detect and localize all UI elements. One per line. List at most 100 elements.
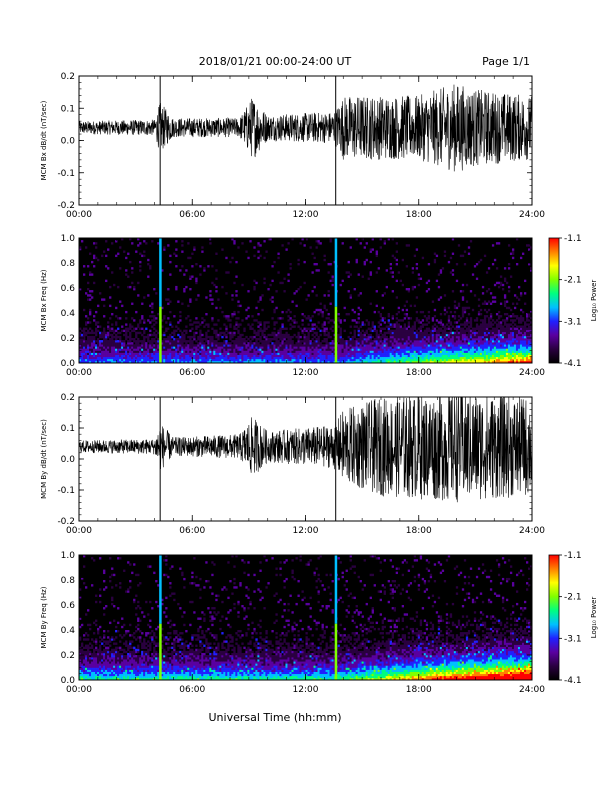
spectrogram-cell [149, 265, 152, 268]
spectrogram-cell [87, 346, 90, 349]
spectrogram-cell [499, 342, 503, 345]
spectrogram-cell [125, 659, 128, 662]
spectrogram-cell [115, 669, 118, 672]
spectrogram-cell [83, 338, 86, 341]
spectrogram-cell [475, 352, 479, 355]
spectrogram-cell [267, 321, 270, 324]
spectrogram-cell [325, 344, 328, 347]
spectrogram-cell [431, 327, 435, 330]
spectrogram-cell [407, 321, 411, 324]
spectrogram-cell [475, 340, 479, 343]
spectrogram-cell [171, 342, 174, 345]
spectrogram-cell [415, 340, 419, 343]
spectrogram-cell [309, 352, 312, 355]
spectrogram-cell [445, 360, 449, 364]
spectrogram-cell [117, 350, 120, 353]
spectrogram-cell [277, 342, 280, 345]
spectrogram-cell [509, 338, 513, 341]
spectrogram-cell [371, 354, 374, 358]
spectrogram-cell [509, 344, 513, 347]
spectrogram-cell [525, 358, 529, 362]
spectrogram-cell [97, 659, 100, 662]
spectrogram-cell [443, 346, 447, 349]
spectrogram-cell [417, 346, 421, 349]
y-tick-label: 0.6 [61, 284, 76, 294]
spectrogram-cell [429, 335, 433, 339]
spectrogram-cell [167, 346, 170, 349]
spectrogram-cell [113, 342, 116, 345]
spectrogram-cell [367, 358, 370, 362]
spectrogram-cell [167, 302, 170, 305]
spectrogram-cell [101, 671, 104, 675]
spectrogram-cell [353, 358, 356, 362]
spectrogram-cell [81, 338, 84, 341]
spectrogram-cell [193, 333, 196, 337]
spectrogram-cell [475, 342, 479, 345]
spectrogram-cell [415, 352, 419, 355]
spectrogram-cell [203, 356, 206, 360]
spectrogram-cell [165, 344, 168, 347]
spectrogram-cell [431, 356, 435, 360]
spectrogram-cell [129, 285, 132, 289]
spectrogram-cell [395, 340, 398, 343]
spectrogram-cell [83, 650, 86, 654]
spectrogram-cell [169, 358, 172, 362]
spectrogram-cell [365, 319, 368, 322]
spectrogram-cell [487, 317, 491, 320]
spectrogram-cell [143, 321, 146, 324]
spectrogram-cell [147, 348, 150, 351]
spectrogram-cell [297, 352, 300, 355]
spectrogram-cell [97, 657, 100, 660]
spectrogram-cell [83, 675, 86, 679]
spectrogram-cell [287, 319, 290, 322]
spectrogram-cell [215, 277, 218, 280]
spectrogram-cell [507, 329, 511, 333]
spectrogram-cell [339, 342, 342, 345]
spectrogram-cell [121, 360, 124, 364]
spectrogram-cell [93, 352, 96, 355]
spectrogram-cell [95, 655, 98, 658]
spectrogram-cell [341, 242, 344, 245]
spectrogram-cell [379, 319, 382, 322]
spectrogram-cell [97, 630, 100, 633]
spectrogram-cell [447, 340, 451, 343]
spectrogram-cell [355, 354, 358, 358]
spectrogram-cell [465, 327, 469, 330]
spectrogram-cell [489, 348, 493, 351]
spectrogram-cell [493, 333, 497, 337]
spectrogram-cell [99, 594, 102, 597]
spectrogram-cell [143, 319, 146, 322]
spectrogram-cell [263, 321, 266, 324]
spectrogram-cell [201, 356, 204, 360]
spectrogram-cell [527, 325, 531, 328]
spectrogram-cell [467, 346, 471, 349]
spectrogram-cell [83, 669, 86, 672]
spectrogram-cell [429, 358, 433, 362]
spectrogram-cell [371, 356, 374, 360]
spectrogram-cell [261, 344, 264, 347]
spectrogram-cell [453, 304, 457, 308]
spectrogram-cell [315, 358, 318, 362]
spectrogram-cell [283, 338, 286, 341]
spectrogram-cell [281, 338, 284, 341]
spectrogram-cell [467, 335, 471, 339]
spectrogram-cell [317, 344, 320, 347]
spectrogram-cell [257, 344, 260, 347]
spectrogram-cell [423, 350, 427, 353]
spectrogram-cell [111, 346, 114, 349]
spectrogram-cell [217, 319, 220, 322]
spectrogram-cell [215, 354, 218, 358]
spectrogram-cell [113, 358, 116, 362]
spectrogram-cell [493, 338, 497, 341]
spectrogram-cell [97, 325, 100, 328]
spectrogram-cell [317, 242, 320, 245]
spectrogram-cell [221, 358, 224, 362]
spectrogram-cell [285, 350, 288, 353]
spectrogram-cell [411, 352, 415, 355]
spectrogram-cell [261, 354, 264, 358]
spectrogram-cell [117, 630, 120, 633]
spectrogram-cell [95, 600, 98, 604]
spectrogram-cell [115, 306, 118, 310]
spectrogram-cell [381, 340, 384, 343]
spectrogram-cell [317, 340, 320, 343]
